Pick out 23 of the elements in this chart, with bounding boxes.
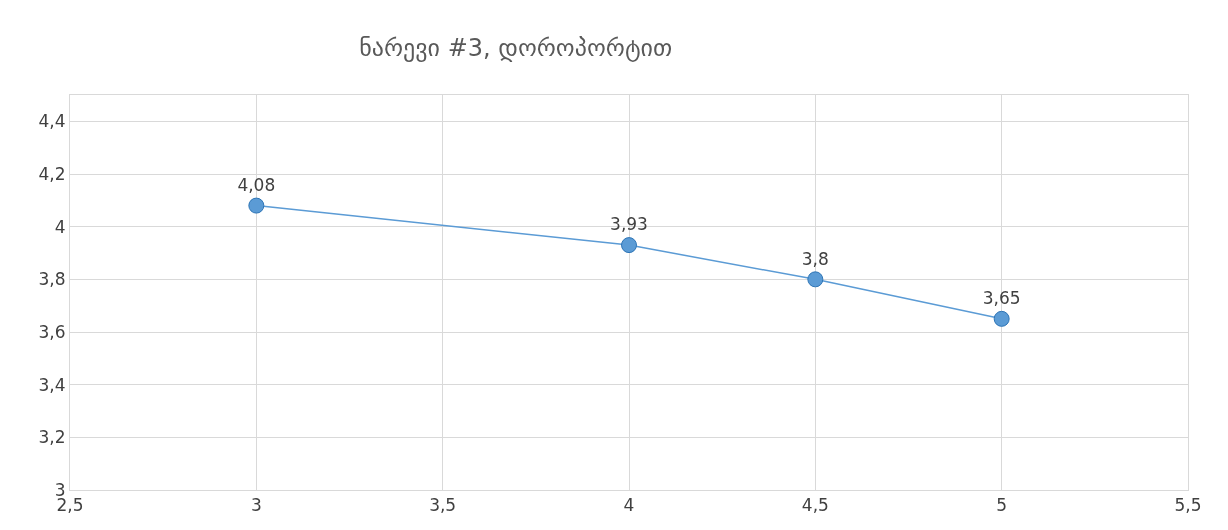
- text: 3,65: [982, 288, 1021, 309]
- point: [807, 271, 824, 288]
- x-tick-label: 4: [623, 495, 635, 516]
- text: 3,93: [610, 214, 648, 235]
- point: [993, 310, 1010, 327]
- x-tick-label: 4,5: [801, 495, 829, 516]
- y-tick-label: 3,2: [38, 427, 66, 448]
- x-tick-label: 2,5: [56, 495, 84, 516]
- text: 4,08: [237, 174, 276, 195]
- point: [621, 237, 637, 254]
- y-tick-label: 3,4: [38, 374, 66, 395]
- x-tick-label: 5: [996, 495, 1008, 516]
- point: [248, 197, 265, 214]
- y-tick-label: 3,8: [38, 269, 66, 290]
- y-tick-label: 4,4: [38, 111, 66, 132]
- y-tick-label: 3,6: [38, 321, 66, 342]
- x-tick-label: 3: [250, 495, 262, 516]
- x-tick-label: 5,5: [1174, 495, 1202, 516]
- x-tick-label: 3,5: [429, 495, 457, 516]
- text: 3,8: [801, 248, 829, 269]
- y-tick-label: 4,2: [38, 163, 66, 184]
- chart-title: ნარევი #3, დოროპორტით: [359, 34, 673, 63]
- y-tick-label: 4: [54, 216, 66, 237]
